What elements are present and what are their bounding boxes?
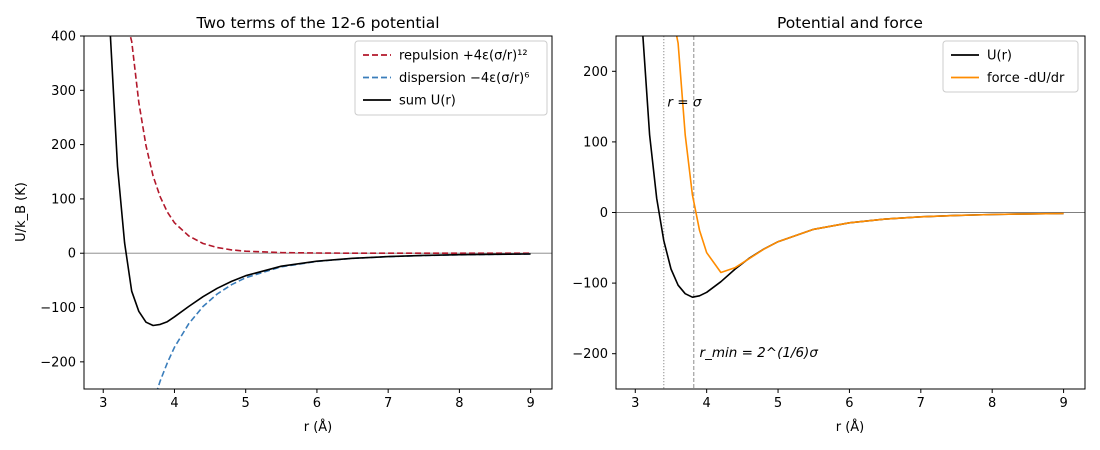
right-x-tick-label-3: 3: [631, 396, 639, 411]
right-legend-box: [942, 40, 1079, 93]
right-x-tick-label-7: 7: [917, 396, 925, 411]
left-legend-label-2: sum U(r): [399, 94, 456, 109]
left-y-axis-label-text: U/k_B (K): [14, 182, 29, 242]
right-x-tick-label-5: 5: [774, 396, 782, 411]
left-y-tick-label--100: −100: [40, 301, 76, 316]
right-legend: U(r) force -dU/dr: [942, 40, 1079, 93]
right-x-tick-label-8: 8: [988, 396, 996, 411]
right-y-tick-label-0: 0: [600, 206, 608, 221]
left-ticks: 3 4 5 6 7 8 9 −200 −100 0 100 200 300 400: [40, 30, 534, 412]
left-legend-box: [354, 40, 548, 116]
left-y-tick-label-100: 100: [51, 192, 76, 207]
left-series-2-line: [109, 36, 531, 327]
right-x-tick-label-6: 6: [845, 396, 853, 411]
right-y-tick-label-100: 100: [583, 135, 608, 150]
right-legend-label-0: U(r): [987, 49, 1012, 64]
left-y-tick-label--200: −200: [40, 355, 76, 370]
left-x-axis-label: r (Å): [304, 419, 333, 435]
left-chart-panel: Two terms of the 12-6 potential r (Å) U/…: [14, 14, 553, 435]
left-x-tick-label-5: 5: [242, 396, 250, 411]
left-legend-label-0: repulsion +4ε(σ/r)¹²: [399, 49, 528, 64]
right-x-axis-label: r (Å): [836, 419, 865, 435]
left-x-tick-label-6: 6: [313, 396, 321, 411]
left-chart-title: Two terms of the 12-6 potential: [195, 14, 439, 32]
right-y-tick-label--100: −100: [572, 277, 608, 292]
right-x-tick-label-9: 9: [1059, 396, 1067, 411]
right-series-1-line: [675, 36, 1064, 274]
left-y-tick-label-200: 200: [51, 138, 76, 153]
right-x-tick-label-4: 4: [703, 396, 711, 411]
right-annotation-1: r_min = 2^(1/6)σ: [700, 345, 819, 361]
left-plot-frame: [83, 35, 553, 390]
left-y-tick-label-0: 0: [68, 247, 76, 262]
left-chart-marks: [84, 36, 552, 389]
left-y-axis-label: U/k_B (K): [14, 182, 29, 242]
right-ticks: 3 4 5 6 7 8 9 −200 −100 0 100 200: [572, 65, 1067, 411]
left-legend-label-1: dispersion −4ε(σ/r)⁶: [399, 71, 529, 86]
right-chart-marks: r = σ r_min = 2^(1/6)σ: [616, 36, 1085, 389]
left-series-0-line: [129, 36, 531, 254]
left-y-tick-label-400: 400: [51, 30, 76, 45]
left-x-tick-label-8: 8: [455, 396, 463, 411]
left-x-tick-label-9: 9: [526, 396, 534, 411]
left-x-tick-label-3: 3: [99, 396, 107, 411]
right-annotation-0: r = σ: [667, 95, 701, 111]
left-x-tick-label-4: 4: [170, 396, 178, 411]
right-y-tick-label-200: 200: [583, 65, 608, 80]
right-y-tick-label--200: −200: [572, 347, 608, 362]
right-chart-title: Potential and force: [777, 14, 923, 32]
right-chart-panel: Potential and force r (Å) r = σ r_min = 2…: [572, 14, 1086, 435]
left-x-tick-label-7: 7: [384, 396, 392, 411]
right-legend-label-1: force -dU/dr: [987, 71, 1065, 86]
left-legend: repulsion +4ε(σ/r)¹² dispersion −4ε(σ/r)⁶…: [354, 40, 548, 116]
left-series-1-line: [156, 253, 531, 389]
left-y-tick-label-300: 300: [51, 84, 76, 99]
